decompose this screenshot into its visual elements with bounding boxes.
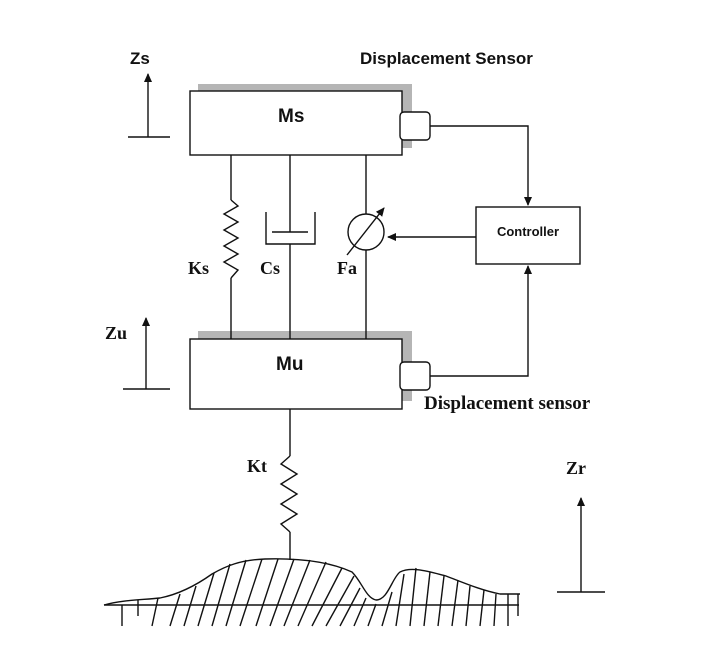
zs-label: Zs [130, 49, 150, 68]
sprung-mass-block [189, 84, 412, 156]
damper-cs-label: Cs [260, 258, 280, 278]
zs-reference-arrow [128, 73, 170, 138]
controller-label: Controller [497, 224, 559, 239]
actuator-fa-label: Fa [337, 258, 357, 278]
road-profile [103, 558, 520, 627]
sensor-to-controller-line-bottom [430, 265, 532, 377]
displacement-sensor-bottom-box [399, 361, 431, 391]
zu-label: Zu [105, 323, 127, 343]
spring-ks-label: Ks [188, 258, 209, 278]
suspension-damper [265, 155, 316, 339]
sprung-mass-label: Ms [278, 106, 304, 127]
zr-reference-arrow [557, 497, 605, 593]
displacement-sensor-top-label: Displacement Sensor [360, 49, 533, 68]
sensor-to-controller-line-top [430, 125, 532, 206]
zu-reference-arrow [123, 317, 170, 390]
displacement-sensor-top-box [399, 111, 431, 141]
zr-label: Zr [566, 458, 586, 478]
tire-kt-label: Kt [247, 456, 267, 476]
tire-spring [279, 409, 299, 560]
suspension-spring [222, 155, 240, 339]
actuator [346, 155, 385, 339]
unsprung-mass-label: Mu [276, 354, 303, 375]
controller-box [475, 206, 581, 265]
unsprung-mass-block [189, 331, 412, 410]
displacement-sensor-bottom-label: Displacement sensor [424, 393, 591, 414]
